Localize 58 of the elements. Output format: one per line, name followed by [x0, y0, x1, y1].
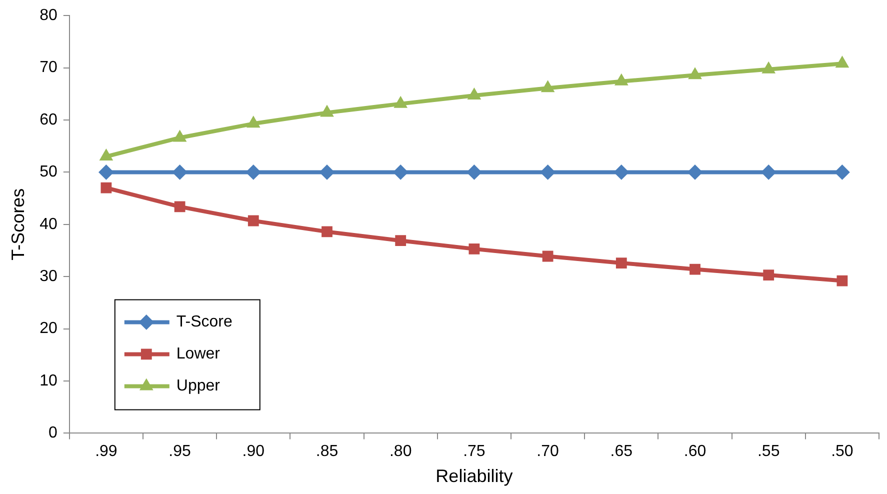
y-tick-label: 10 [40, 372, 58, 390]
point [320, 105, 334, 117]
x-tick-label: .99 [95, 443, 118, 460]
point [393, 164, 408, 180]
point [763, 270, 774, 280]
point [761, 164, 776, 180]
point [690, 264, 700, 275]
y-tick-label: 30 [40, 268, 58, 286]
point [468, 88, 481, 100]
point [395, 235, 406, 246]
point [248, 215, 259, 226]
x-axis-title: Reliability [436, 466, 513, 486]
point [688, 68, 702, 80]
point [100, 182, 112, 194]
point [836, 275, 848, 286]
y-tick-label: 70 [40, 59, 58, 76]
legend-label: Upper [176, 378, 221, 395]
y-tick-label: 80 [40, 7, 58, 24]
x-tick-label: .70 [536, 443, 560, 460]
point [541, 80, 554, 92]
y-tick-label: 60 [40, 111, 58, 128]
point [540, 164, 556, 180]
x-tick-label: .90 [242, 443, 265, 460]
x-tick-label: .60 [684, 443, 706, 460]
point [834, 164, 850, 180]
point [542, 250, 554, 262]
point [174, 201, 186, 212]
point [762, 62, 776, 74]
point [322, 226, 332, 238]
x-tick-label: .80 [389, 443, 412, 460]
point [246, 116, 260, 128]
point [173, 130, 186, 142]
point [836, 56, 849, 68]
legend-label: T-Score [176, 314, 233, 331]
y-axis-title: T-Scores [8, 188, 28, 260]
point [614, 164, 629, 180]
point [616, 258, 627, 268]
x-tick-label: .95 [168, 443, 192, 460]
y-tick-label: 0 [48, 424, 58, 442]
y-tick-label: 50 [40, 164, 58, 181]
point [466, 164, 482, 180]
point [394, 96, 408, 108]
point [614, 74, 628, 86]
x-tick-label: .75 [463, 443, 486, 460]
point [100, 149, 113, 161]
y-tick-label: 40 [40, 216, 58, 233]
x-tick-label: .50 [831, 443, 854, 460]
point [246, 164, 261, 180]
point [320, 164, 334, 180]
legend-label: Lower [176, 346, 221, 363]
x-tick-label: .65 [610, 443, 633, 460]
point [172, 164, 188, 180]
point [98, 164, 114, 180]
point [468, 243, 480, 254]
y-tick-label: 20 [40, 320, 58, 338]
x-tick-label: .55 [757, 443, 780, 460]
x-tick-label: .85 [316, 443, 338, 460]
point [688, 164, 702, 180]
